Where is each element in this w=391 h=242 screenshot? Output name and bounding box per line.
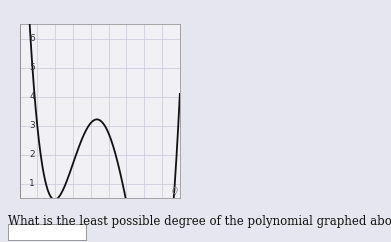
Text: 5: 5 (29, 63, 35, 72)
Text: What is the least possible degree of the polynomial graphed above?: What is the least possible degree of the… (8, 215, 391, 228)
Text: 4: 4 (29, 92, 35, 101)
Text: 1: 1 (29, 179, 35, 189)
Text: 6: 6 (29, 34, 35, 43)
Text: Q: Q (172, 187, 178, 196)
Text: 2: 2 (29, 150, 35, 159)
Text: 3: 3 (29, 121, 35, 130)
